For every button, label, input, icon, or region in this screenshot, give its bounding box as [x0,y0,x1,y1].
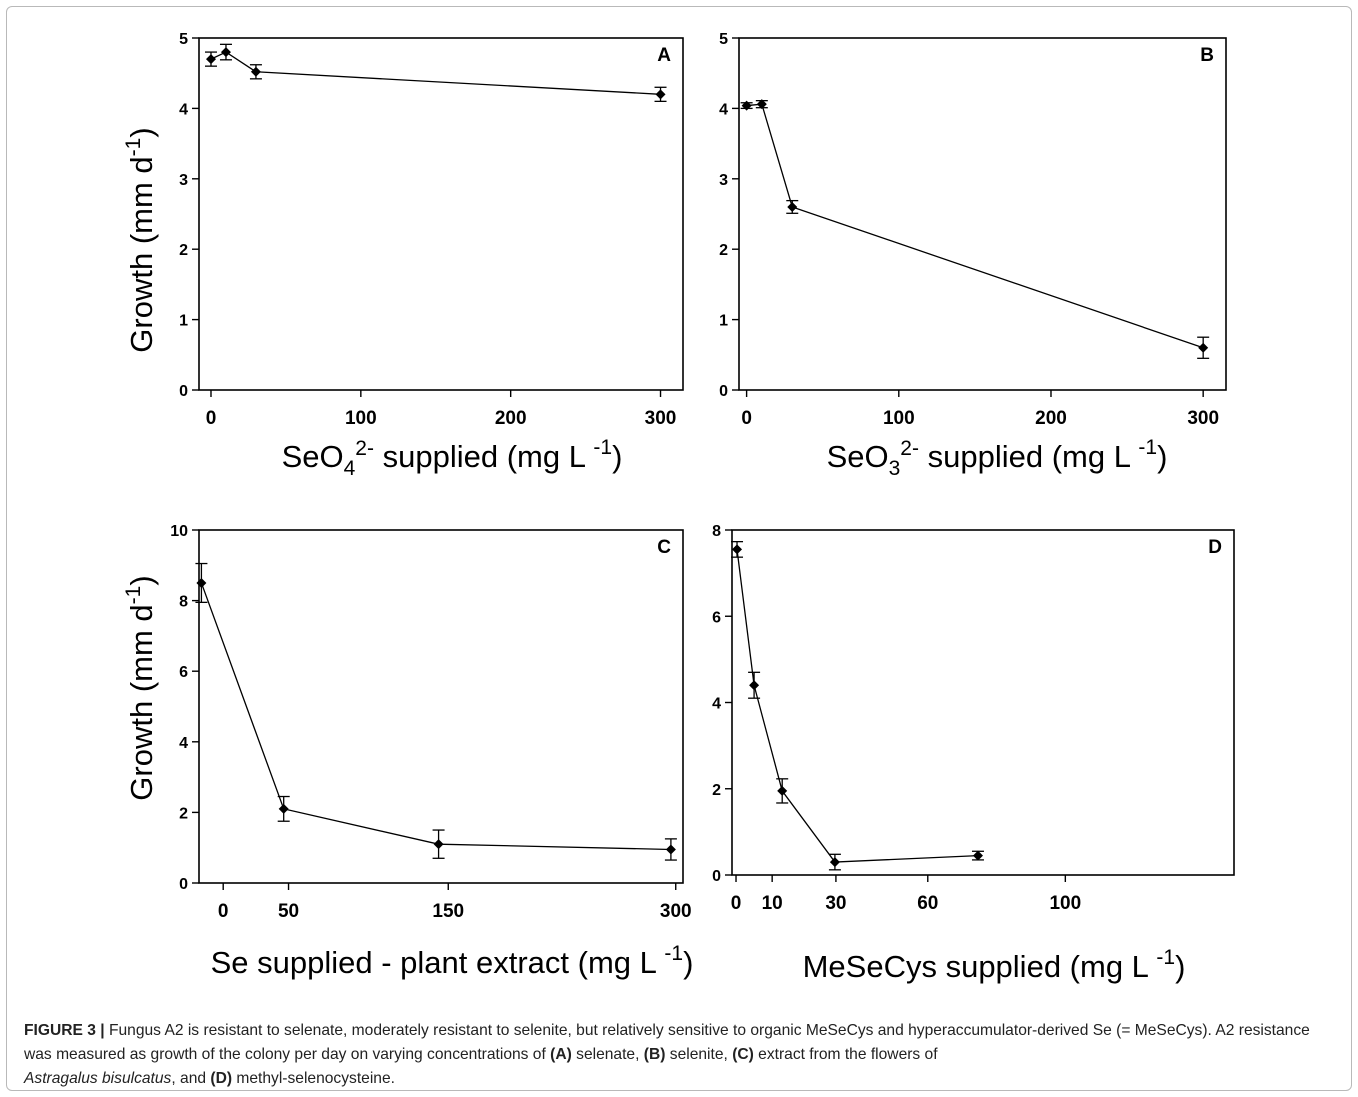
y-tick-label: 2 [719,242,728,259]
x-axis-title: SeO42- supplied (mg L -1) [282,436,623,480]
y-tick-label: 2 [179,242,188,259]
y-tick-label: 0 [712,868,721,885]
data-point [278,803,289,814]
data-point [250,66,261,77]
y-tick-label: 1 [719,313,728,330]
x-tick-label: 0 [731,893,742,914]
x-tick-label: 0 [206,408,217,429]
caption-text-d: methyl-selenocysteine. [232,1070,395,1087]
x-tick-label: 200 [495,408,527,429]
x-tick-label: 0 [218,901,229,922]
chart-panel-d: 0 2 4 6 8 0 10 30 60 100 D MeSeCys supplied (mg L -… [712,523,1235,984]
chart-panel-c: 0 2 4 6 8 10 0 50 150 300 C Se supplied - plant ext… [122,523,693,980]
series-line [736,549,979,863]
panel-label: B [1200,45,1214,66]
y-tick-label: 8 [179,594,188,611]
panel-label: C [657,537,671,558]
data-point [433,839,444,850]
data-point [665,844,676,855]
plot-frame [198,529,684,884]
data-point [777,785,788,796]
y-axis-title: Growth (mm d-1) [122,127,159,352]
caption-text-c: extract from the flowers of [753,1046,938,1063]
data-point [741,100,752,111]
x-axis-title: Se supplied - plant extract (mg L -1) [211,942,694,980]
chart-panel-a: 0 1 2 3 4 5 0 100 200 300 A SeO42- supplied (mg L -… [122,31,684,480]
panel-label: D [1208,537,1222,558]
y-axis-title: Growth (mm d-1) [122,575,159,800]
data-point [756,99,767,110]
caption-text-b: selenite, [665,1046,733,1063]
y-tick-label: 6 [712,609,721,626]
data-point [220,47,231,58]
data-point [732,544,743,555]
panel-label: A [657,45,671,66]
series-line [200,582,671,851]
y-tick-label: 8 [712,523,721,540]
y-tick-label: 10 [170,523,188,540]
y-tick-label: 0 [719,383,728,400]
x-tick-label: 150 [432,901,464,922]
y-tick-label: 6 [179,664,188,681]
x-tick-label: 60 [917,893,938,914]
plot-frame [198,37,684,391]
chart-panel-b: 0 1 2 3 4 5 0 100 200 300 B SeO32- supplied (mg L -… [719,31,1227,480]
x-tick-label: 300 [1187,408,1219,429]
data-point [749,680,760,691]
data-point [1198,342,1209,353]
x-tick-label: 50 [278,901,299,922]
data-point [829,857,840,868]
x-tick-label: 300 [660,901,692,922]
caption-ref-c: (C) [732,1046,754,1063]
data-point [787,201,798,212]
x-tick-label: 100 [1049,893,1081,914]
y-tick-label: 4 [179,735,188,752]
series-line [746,103,1204,349]
x-tick-label: 100 [883,408,915,429]
y-tick-label: 1 [179,313,188,330]
data-point [972,850,983,861]
y-tick-label: 4 [179,101,188,118]
caption-ref-a: (A) [550,1046,572,1063]
y-tick-label: 5 [179,31,188,48]
series-line [210,51,661,95]
caption-text-1: Fungus A2 is resistant to selenate, mode… [24,1022,1310,1063]
y-tick-label: 2 [179,805,188,822]
caption-ref-b: (B) [643,1046,666,1063]
x-axis-title: MeSeCys supplied (mg L -1) [803,946,1186,984]
data-point [205,54,216,65]
caption-species: Astragalus bisulcatus [24,1070,172,1087]
plot-frame [731,529,1235,876]
y-tick-label: 2 [712,782,721,799]
y-tick-label: 4 [712,696,721,713]
caption-text-d-pre: , and [171,1070,211,1087]
y-tick-label: 0 [179,876,188,893]
caption-text-a: selenate, [571,1046,644,1063]
y-tick-label: 4 [719,101,728,118]
y-tick-label: 0 [179,383,188,400]
x-tick-label: 100 [345,408,377,429]
caption-ref-d: (D) [210,1070,233,1087]
caption-lead: FIGURE 3 | [24,1022,105,1039]
plot-frame [738,37,1227,391]
x-tick-label: 0 [741,408,752,429]
x-tick-label: 30 [825,893,846,914]
y-tick-label: 3 [179,172,188,189]
x-tick-label: 10 [762,893,783,914]
x-axis-title: SeO32- supplied (mg L -1) [827,436,1168,480]
data-point [655,89,666,100]
x-tick-label: 200 [1035,408,1067,429]
figure-frame [6,6,1352,1091]
y-tick-label: 3 [719,172,728,189]
data-point [196,577,207,588]
y-tick-label: 5 [719,31,728,48]
x-tick-label: 300 [645,408,677,429]
figure-caption: FIGURE 3 | Fungus A2 is resistant to sel… [24,1019,1334,1091]
